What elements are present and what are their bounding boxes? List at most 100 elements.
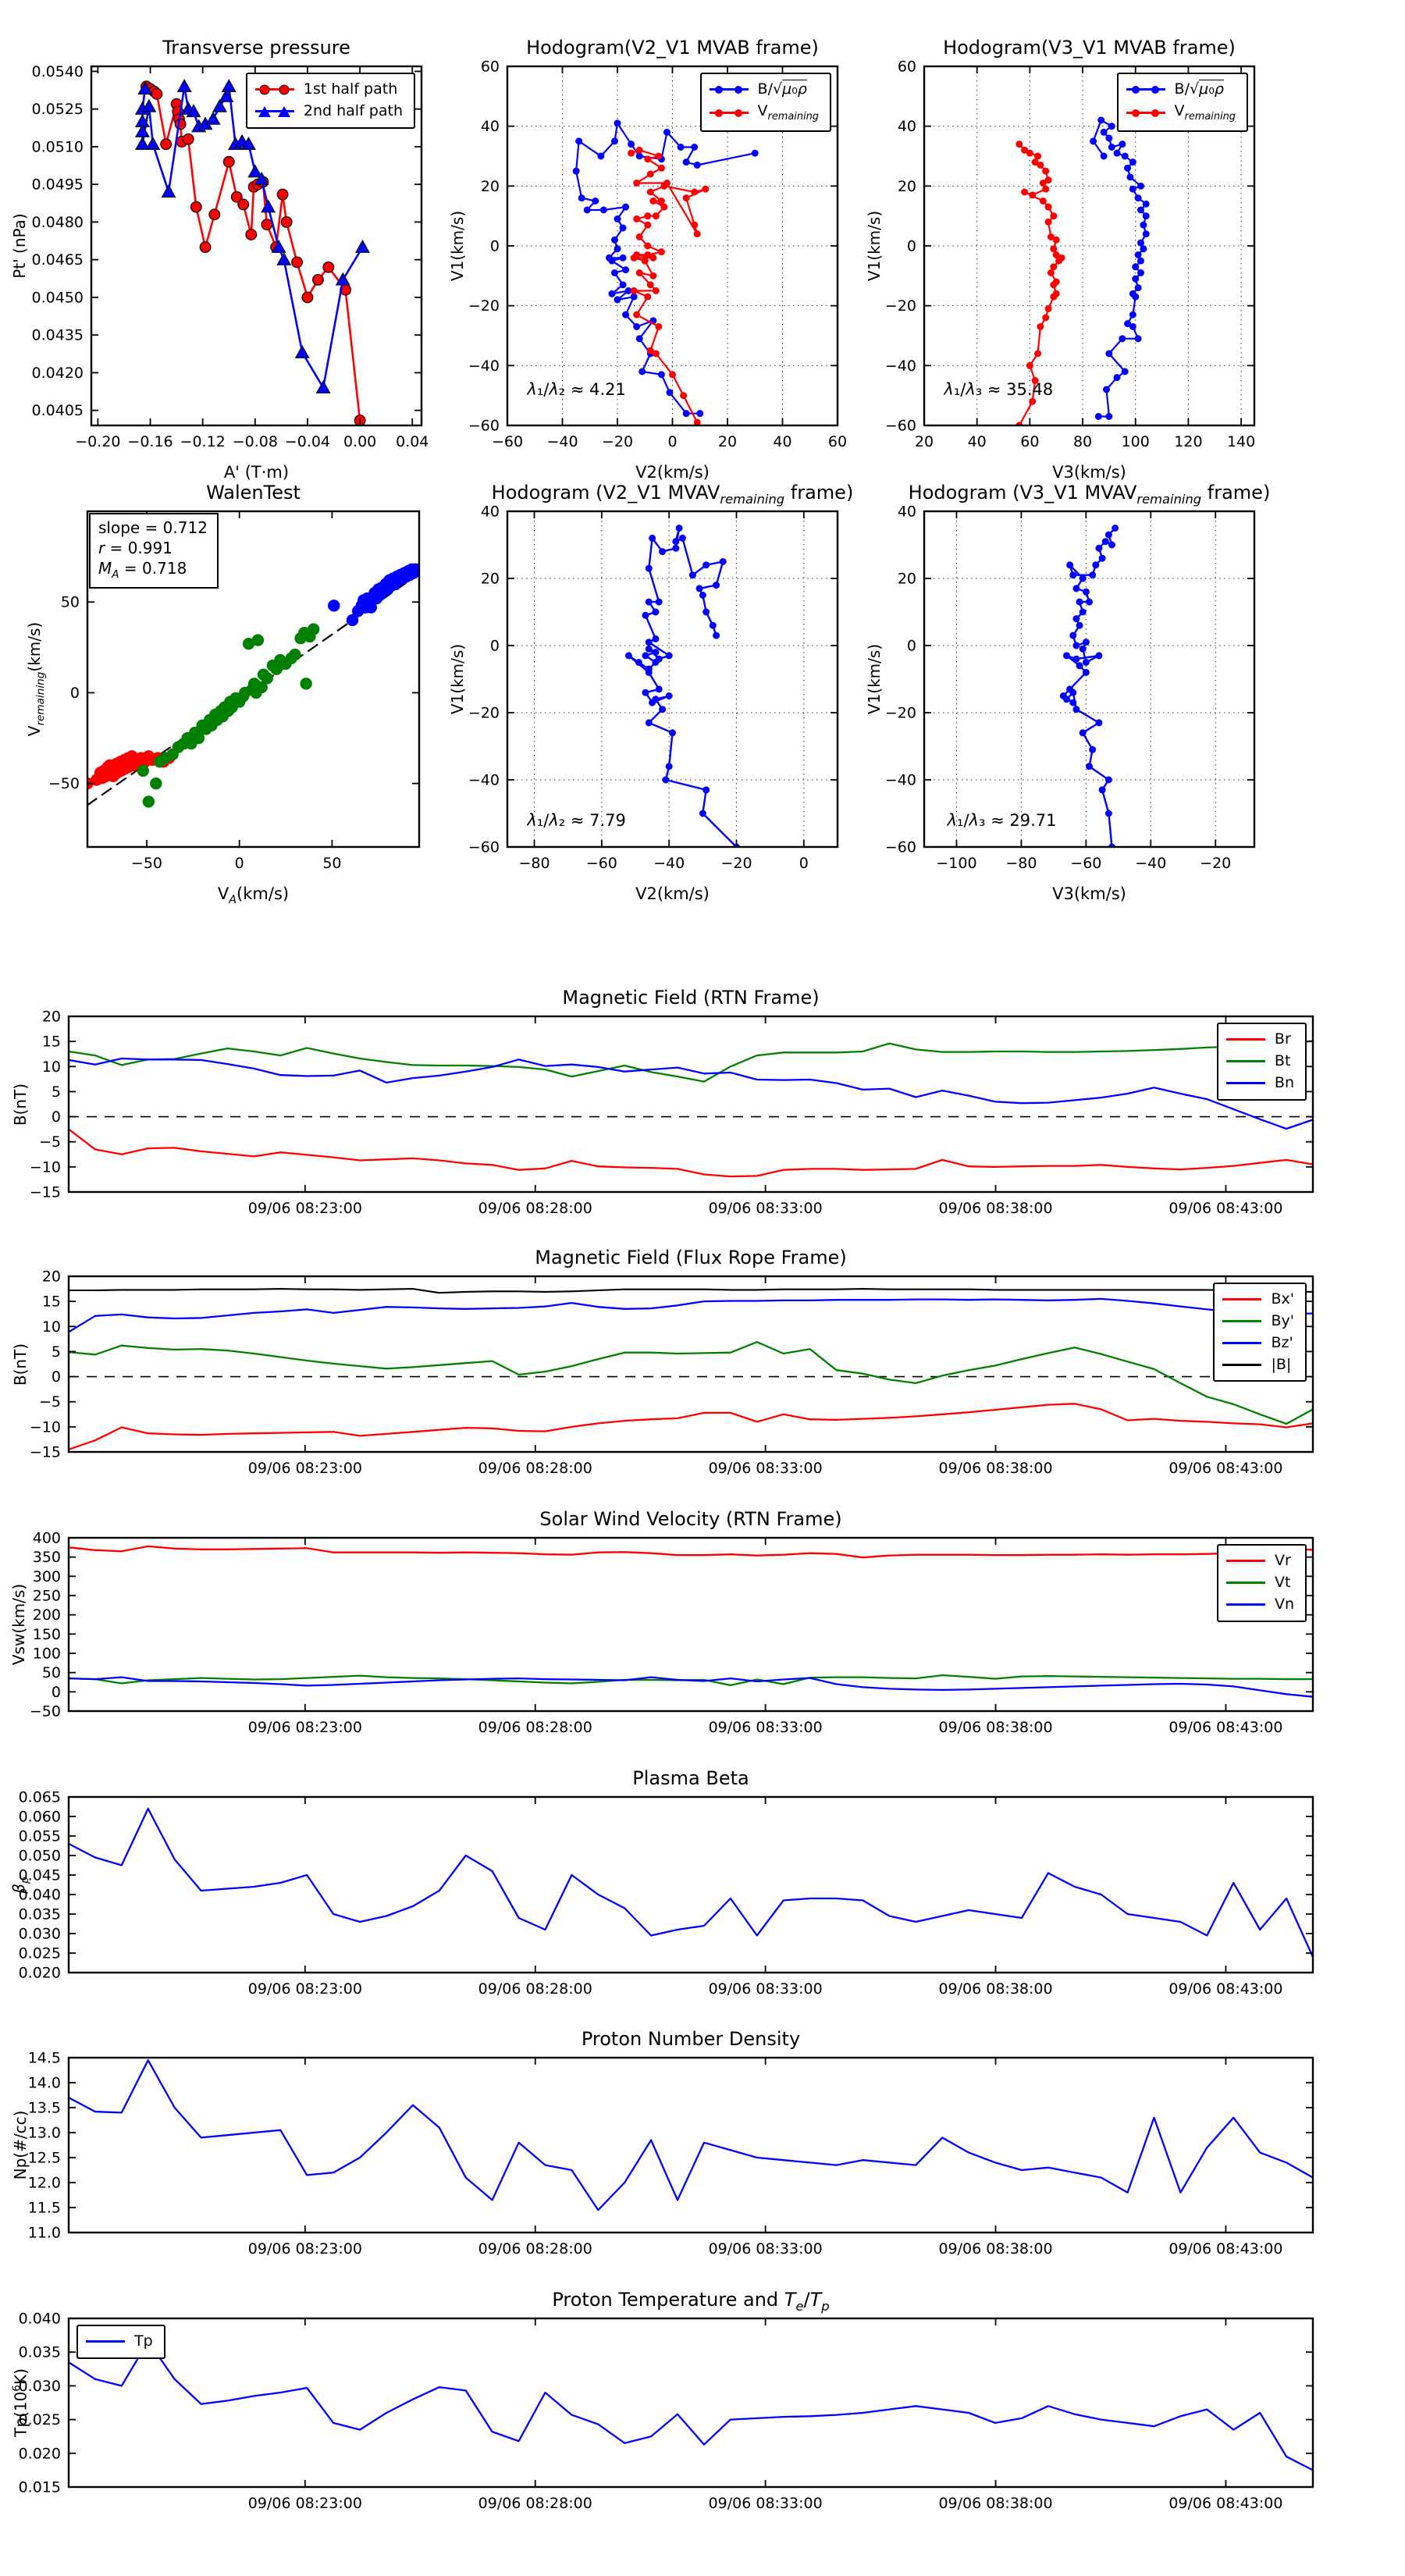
solar-wind-velocity-xtick-label: 09/06 08:23:00 — [248, 1719, 362, 1736]
hodogram-v2v1-mvav-ytick-label: 0 — [490, 638, 500, 655]
hodogram-v3v1-mvab-ytick-label: −40 — [885, 358, 916, 375]
walen-test-plot: −50 0 50 −50 0 50 — [48, 510, 421, 872]
magnetic-field-flux-rope-ytick-label: −15 — [30, 1444, 61, 1461]
transverse-pressure-ytick-label: 0.0480 — [32, 214, 84, 231]
proton-number-density-xtick-label: 09/06 08:23:00 — [248, 2240, 362, 2258]
plasma-beta-ytick-label: 0.060 — [19, 1809, 61, 1826]
hodogram-v2v1-mvab-ytick-label: 0 — [490, 238, 500, 255]
hodogram-v2v1-mvab-series — [572, 119, 759, 425]
hodogram-v2v1-mvab-xtick-label: −60 — [492, 433, 523, 450]
magnetic-field-rtn-ytick-label: 0 — [52, 1108, 61, 1126]
magnetic-field-flux-rope-xtick-label: 09/06 08:23:00 — [248, 1460, 362, 1477]
solar-wind-velocity-ytick-label: 50 — [42, 1664, 61, 1681]
solar-wind-velocity-ytick-label: 200 — [33, 1606, 61, 1624]
plasma-beta-xtick-label: 09/06 08:23:00 — [248, 1980, 362, 1998]
magnetic-field-rtn-ytick-label: −10 — [30, 1158, 61, 1176]
magnetic-field-rtn-xtick-label: 09/06 08:28:00 — [478, 1200, 592, 1217]
magnetic-field-flux-rope-ytick-label: −10 — [30, 1418, 61, 1436]
magnetic-field-flux-rope-plot: 09/06 08:23:00 09/06 08:28:00 09/06 08:33:… — [30, 1268, 1314, 1477]
solar-wind-velocity-ytick-label: 400 — [33, 1530, 61, 1547]
plasma-beta-ytick-label: 0.045 — [19, 1867, 61, 1884]
proton-temperature-ytick-label: 0.015 — [19, 2479, 61, 2496]
solar-wind-velocity-xtick-label: 09/06 08:43:00 — [1168, 1719, 1282, 1736]
transverse-pressure-ytick-label: 0.0450 — [32, 289, 84, 306]
proton-number-density-frame — [67, 2056, 1314, 2234]
transverse-pressure-ytick-label: 0.0435 — [32, 327, 84, 344]
transverse-pressure-ytick-label: 0.0405 — [32, 402, 84, 419]
proton-number-density-ytick-label: 12.0 — [28, 2175, 61, 2192]
hodogram-v2v1-mvab-xtick-label: 60 — [828, 433, 847, 450]
proton-temperature-line-0 — [69, 2340, 1313, 2471]
hodogram-v2v1-mvav-ytick-label: 40 — [481, 503, 500, 521]
magnetic-field-flux-rope-line-1 — [69, 1341, 1313, 1425]
hodogram-v2v1-mvab-ytick-label: −40 — [468, 358, 500, 375]
hodogram-v2v1-mvav-ytick-label: −20 — [468, 705, 500, 722]
hodogram-v3v1-mvav-xtick-label: −40 — [1135, 855, 1166, 872]
proton-number-density-line-0 — [69, 2059, 1313, 2211]
walen-test-ytick-label: −50 — [48, 775, 80, 792]
plasma-beta-ytick-label: 0.030 — [19, 1926, 61, 1943]
hodogram-v3v1-mvav-xtick-label: −100 — [936, 855, 976, 872]
hodogram-v3v1-mvab-xtick-label: 80 — [1073, 433, 1092, 450]
hodogram-v2v1-mvab-ytick-label: −20 — [468, 297, 500, 315]
plasma-beta-ytick-label: 0.020 — [19, 1965, 61, 1982]
proton-number-density-ytick-label: 11.5 — [28, 2200, 61, 2217]
solar-wind-velocity-xtick-label: 09/06 08:28:00 — [478, 1719, 592, 1736]
hodogram-v3v1-mvab-xtick-label: 40 — [968, 433, 987, 450]
transverse-pressure-xtick-label: −0.20 — [75, 433, 120, 450]
plasma-beta-line-0 — [69, 1807, 1313, 1959]
transverse-pressure-ytick-label: 0.0525 — [32, 101, 84, 118]
proton-number-density-xtick-label: 09/06 08:33:00 — [709, 2240, 823, 2258]
hodogram-v3v1-mvav-ytick-label: −20 — [885, 705, 916, 722]
magnetic-field-flux-rope-line-0 — [69, 1403, 1313, 1450]
magnetic-field-flux-rope-series — [69, 1288, 1313, 1450]
proton-number-density-ytick-label: 11.0 — [28, 2225, 61, 2242]
walen-test-frame — [86, 510, 421, 849]
hodogram-v2v1-mvav-xtick-label: −60 — [586, 855, 617, 872]
hodogram-v3v1-mvab-ytick-label: 40 — [898, 118, 916, 135]
proton-number-density-xtick-label: 09/06 08:38:00 — [938, 2240, 1052, 2258]
hodogram-v2v1-mvav-ytick-label: −40 — [468, 772, 500, 789]
hodogram-v3v1-mvab-ytick-label: 60 — [898, 59, 916, 76]
proton-number-density-ytick-label: 13.5 — [28, 2100, 61, 2117]
transverse-pressure-xtick-label: −0.16 — [127, 433, 173, 450]
transverse-pressure-xtick-label: −0.08 — [233, 433, 278, 450]
plasma-beta-ytick-label: 0.065 — [19, 1789, 61, 1806]
transverse-pressure-ytick-label: 0.0465 — [32, 251, 84, 269]
proton-number-density-ytick-label: 13.0 — [28, 2125, 61, 2142]
transverse-pressure-xtick-label: −0.12 — [180, 433, 226, 450]
magnetic-field-rtn-xtick-label: 09/06 08:23:00 — [248, 1200, 362, 1217]
proton-temperature-series — [69, 2340, 1313, 2471]
solar-wind-velocity-frame — [67, 1536, 1314, 1713]
solar-wind-velocity-xtick-label: 09/06 08:38:00 — [938, 1719, 1052, 1736]
plasma-beta-plot: 09/06 08:23:00 09/06 08:28:00 09/06 08:33:… — [19, 1789, 1314, 1998]
magnetic-field-rtn-ytick-label: 20 — [42, 1009, 61, 1026]
transverse-pressure-plot: −0.20 −0.16 −0.12 −0.08 −0.04 0.00 0.04 0.0405 0… — [32, 63, 429, 450]
plasma-beta-ytick-label: 0.055 — [19, 1828, 61, 1845]
transverse-pressure-ytick-label: 0.0420 — [32, 365, 84, 382]
transverse-pressure-series — [134, 79, 370, 425]
transverse-pressure-xtick-label: 0.04 — [396, 433, 429, 450]
proton-temperature-xtick-label: 09/06 08:33:00 — [709, 2495, 823, 2512]
walen-test-xtick-label: 50 — [322, 855, 341, 872]
plasma-beta-xtick-label: 09/06 08:28:00 — [478, 1980, 592, 1998]
solar-wind-velocity-plot: 09/06 08:23:00 09/06 08:28:00 09/06 08:33:… — [30, 1530, 1314, 1736]
magnetic-field-flux-rope-xtick-label: 09/06 08:33:00 — [709, 1460, 823, 1477]
hodogram-v3v1-mvab-series — [1016, 116, 1150, 425]
proton-number-density-plot: 09/06 08:23:00 09/06 08:28:00 09/06 08:33:… — [28, 2050, 1314, 2258]
proton-temperature-plot: 09/06 08:23:00 09/06 08:28:00 09/06 08:33:… — [19, 2311, 1314, 2512]
plasma-beta-ytick-label: 0.040 — [19, 1887, 61, 1904]
hodogram-v2v1-mvav-xtick-label: −80 — [518, 855, 550, 872]
magnetic-field-flux-rope-xtick-label: 09/06 08:38:00 — [938, 1460, 1052, 1477]
magnetic-field-rtn-line-0 — [69, 1128, 1313, 1178]
plasma-beta-frame — [67, 1795, 1314, 1974]
magnetic-field-flux-rope-xtick-label: 09/06 08:28:00 — [478, 1460, 592, 1477]
walen-test-series — [87, 563, 419, 808]
hodogram-v3v1-mvab-plot: 20 40 60 80 100 120 140 −60 −40 −20 0 20 40 60 — [885, 59, 1255, 451]
magnetic-field-flux-rope-ytick-label: 5 — [52, 1343, 61, 1361]
proton-temperature-frame — [67, 2317, 1314, 2489]
plasma-beta-ytick-label: 0.025 — [19, 1945, 61, 1962]
hodogram-v2v1-mvav-xtick-label: −40 — [653, 855, 685, 872]
magnetic-field-rtn-line-1 — [69, 1040, 1313, 1083]
magnetic-field-flux-rope-line-2 — [69, 1297, 1313, 1333]
